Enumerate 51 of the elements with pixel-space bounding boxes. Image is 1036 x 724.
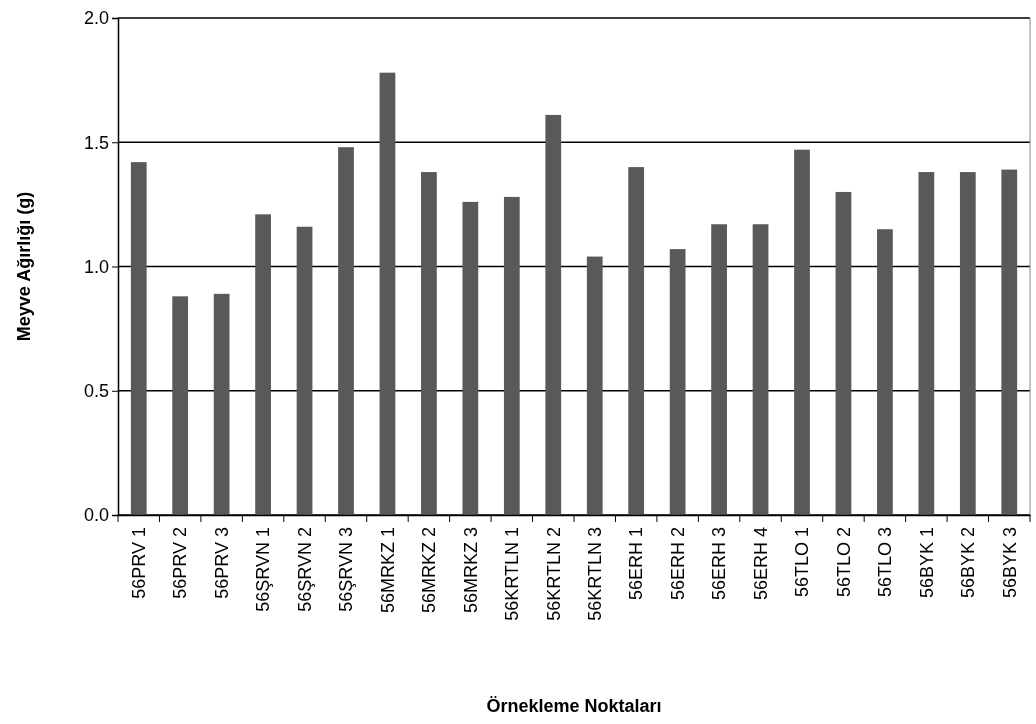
bar bbox=[711, 224, 727, 515]
bar bbox=[835, 191, 852, 515]
x-tick-label: 56MRKZ 3 bbox=[460, 527, 481, 614]
x-tick-label: 56PRV 3 bbox=[211, 527, 232, 599]
y-tick-label: 0.0 bbox=[83, 505, 109, 526]
x-tick-label: 56TLO 3 bbox=[875, 527, 896, 598]
bar bbox=[421, 172, 437, 515]
x-tick-label: 56PRV 1 bbox=[129, 527, 150, 599]
bar bbox=[213, 293, 230, 515]
x-tick-label: 56BYK 2 bbox=[958, 527, 979, 599]
y-axis-title: Meyve Ağırlığı (g) bbox=[14, 191, 34, 342]
x-tick-label: 56ŞRVN 2 bbox=[294, 527, 315, 612]
bar bbox=[794, 149, 810, 515]
bar bbox=[379, 72, 396, 515]
bar bbox=[255, 214, 271, 515]
x-tick-label: 56MRKZ 2 bbox=[419, 527, 440, 614]
bar bbox=[959, 172, 976, 515]
bar bbox=[586, 256, 603, 515]
x-tick-label: 56KRTLN 3 bbox=[585, 527, 606, 621]
bar bbox=[545, 114, 562, 515]
x-tick-label: 56ERH 4 bbox=[750, 527, 771, 601]
x-tick-label: 56KRTLN 2 bbox=[543, 527, 564, 621]
x-tick-label: 56BYK 3 bbox=[999, 527, 1020, 599]
x-tick-label: 56MRKZ 1 bbox=[377, 527, 398, 614]
x-tick-label: 56ŞRVN 1 bbox=[253, 527, 274, 612]
x-tick-label: 56KRTLN 1 bbox=[502, 527, 523, 621]
bar bbox=[130, 162, 147, 515]
bar bbox=[1001, 169, 1018, 515]
y-tick-label: 1.5 bbox=[83, 132, 109, 153]
x-tick-label: 56ERH 1 bbox=[626, 527, 647, 601]
bar bbox=[752, 224, 769, 515]
y-tick-label: 2.0 bbox=[83, 8, 109, 29]
bar bbox=[503, 196, 520, 515]
x-axis-title: Örnekleme Noktaları bbox=[486, 696, 662, 716]
x-tick-label: 56BYK 1 bbox=[916, 527, 937, 599]
y-tick-label: 0.5 bbox=[83, 381, 109, 402]
x-tick-label: 56TLO 2 bbox=[833, 527, 854, 598]
bar bbox=[669, 249, 686, 515]
bar bbox=[462, 201, 479, 515]
bar bbox=[296, 226, 313, 515]
x-tick-label: 56ŞRVN 3 bbox=[336, 527, 357, 612]
bar bbox=[172, 296, 189, 515]
bar bbox=[338, 147, 354, 515]
bar bbox=[877, 229, 893, 515]
bar bbox=[918, 172, 935, 515]
x-tick-label: 56ERH 3 bbox=[709, 527, 730, 601]
x-tick-label: 56TLO 1 bbox=[792, 527, 813, 598]
x-tick-label: 56PRV 2 bbox=[170, 527, 191, 599]
bar bbox=[628, 167, 645, 515]
x-tick-label: 56ERH 2 bbox=[667, 527, 688, 601]
y-tick-label: 1.0 bbox=[83, 256, 109, 277]
